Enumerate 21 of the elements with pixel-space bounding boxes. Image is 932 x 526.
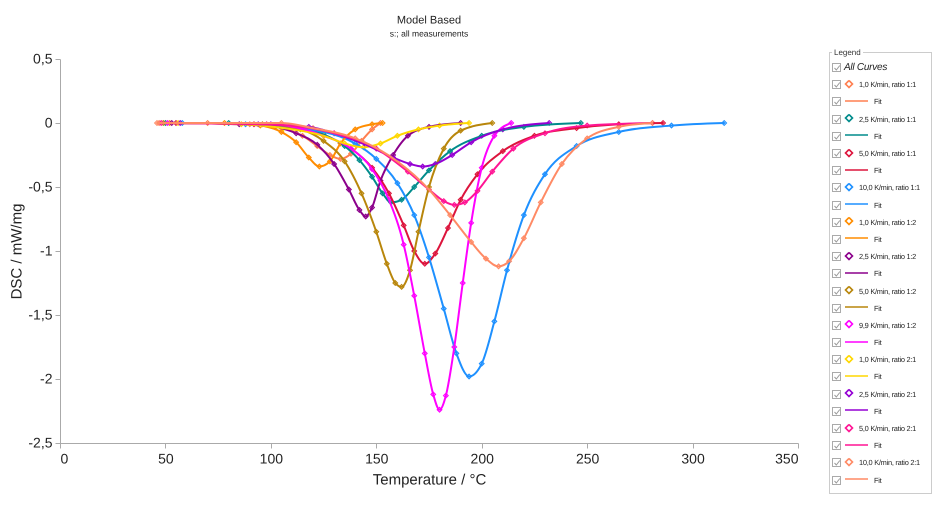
legend-title: Legend (833, 48, 862, 57)
y-tick-label: -1,5 (28, 306, 53, 322)
y-tick-label: -2 (40, 370, 53, 386)
chart-subtitle: s:; all measurements (390, 28, 468, 38)
y-axis-title: DSC / mW/mg (8, 204, 26, 300)
chart-title: Model Based (396, 14, 462, 26)
x-tick-label: 50 (158, 450, 174, 466)
y-tick-label: -0,5 (28, 178, 53, 194)
x-tick-label: 200 (470, 450, 494, 466)
x-axis-title: Temperature / °C (372, 472, 486, 488)
x-tick-label: 150 (365, 450, 389, 466)
x-tick-label: 250 (576, 450, 600, 466)
text: All Curves (844, 62, 888, 74)
y-tick-label: 0 (44, 114, 53, 130)
y-tick-label: -2,5 (28, 434, 53, 450)
y-tick-label: -1 (40, 242, 53, 258)
x-tick-label: 350 (775, 450, 799, 466)
y-tick-label: 0,5 (33, 50, 53, 66)
x-tick-label: 300 (681, 450, 705, 466)
x-tick-label: 0 (60, 450, 68, 466)
x-tick-label: 100 (260, 450, 284, 466)
